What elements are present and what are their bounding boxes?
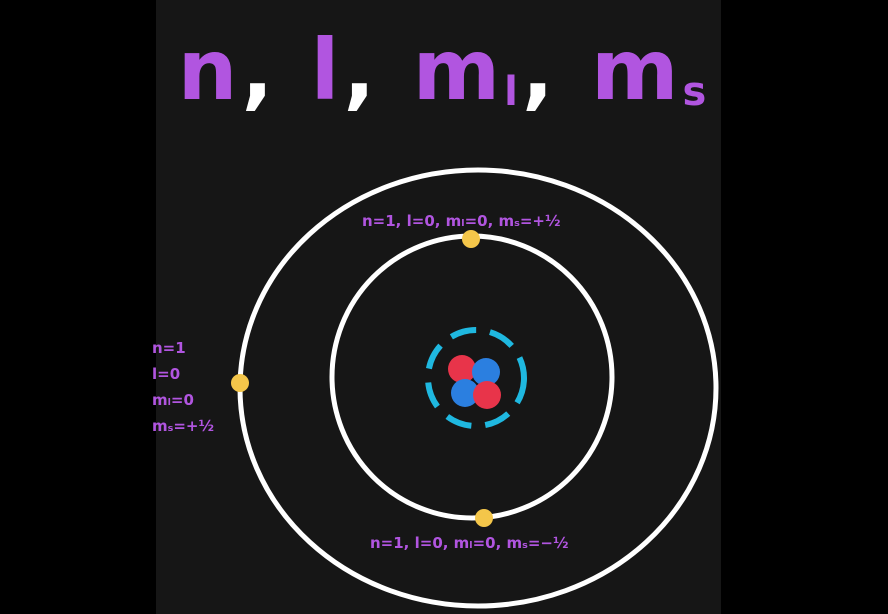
quantum-numbers-title: n, l, ml, ms: [0, 28, 888, 112]
electron-left: [231, 374, 249, 392]
left-label-l: l=0: [152, 365, 181, 383]
electron-top: [462, 230, 480, 248]
left-label-ml: mₗ=0: [152, 391, 194, 409]
left-label-n: n=1: [152, 339, 186, 357]
bottom-electron-label: n=1, l=0, mₗ=0, mₛ=−½: [370, 534, 569, 552]
nucleus-ring: [425, 327, 527, 429]
proton-2: [473, 381, 501, 409]
title-comma-1: ,: [241, 21, 278, 119]
title-l: l: [310, 21, 344, 119]
title-ml: ml: [412, 21, 522, 119]
title-comma-3: ,: [521, 21, 558, 119]
left-electron-label: n=1 l=0 mₗ=0 mₛ=+½: [152, 335, 214, 439]
neutron-1: [472, 358, 500, 386]
top-electron-label: n=1, l=0, mₗ=0, mₛ=+½: [362, 212, 561, 230]
title-n: n: [177, 21, 242, 119]
electron-bottom: [475, 509, 493, 527]
title-comma-2: ,: [343, 21, 380, 119]
left-label-ms: mₛ=+½: [152, 417, 215, 435]
proton-1: [448, 355, 476, 383]
title-ms: ms: [591, 21, 711, 119]
neutron-2: [451, 379, 479, 407]
